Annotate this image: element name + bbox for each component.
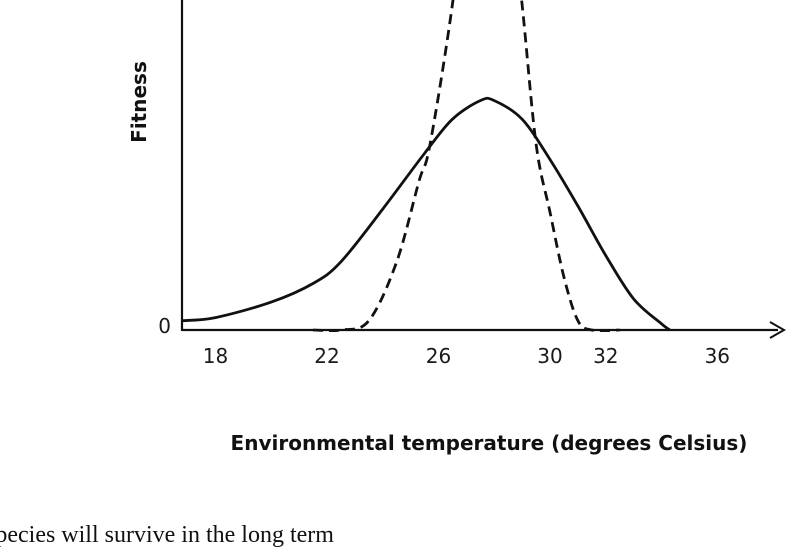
y-axis-title: Fitness bbox=[127, 61, 151, 143]
x-tick-label-18: 18 bbox=[203, 344, 228, 368]
x-tick-labels: 18 22 26 30 32 36 bbox=[203, 344, 730, 368]
x-tick-label-22: 22 bbox=[314, 344, 339, 368]
series-line-solid bbox=[182, 96, 671, 332]
x-tick-label-26: 26 bbox=[426, 344, 451, 368]
series-layer bbox=[182, 0, 671, 332]
x-axis-arrowhead bbox=[769, 321, 787, 339]
caption-text: species will survive in the long term bbox=[0, 522, 334, 548]
x-tick-label-36: 36 bbox=[705, 344, 730, 368]
x-tick-label-30: 30 bbox=[537, 344, 562, 368]
x-axis-title: Environmental temperature (degrees Celsi… bbox=[231, 431, 748, 455]
series-line-dashed bbox=[312, 0, 620, 332]
x-tick-label-32: 32 bbox=[593, 344, 618, 368]
y-tick-label-0: 0 bbox=[158, 314, 171, 338]
axes bbox=[180, 0, 787, 339]
